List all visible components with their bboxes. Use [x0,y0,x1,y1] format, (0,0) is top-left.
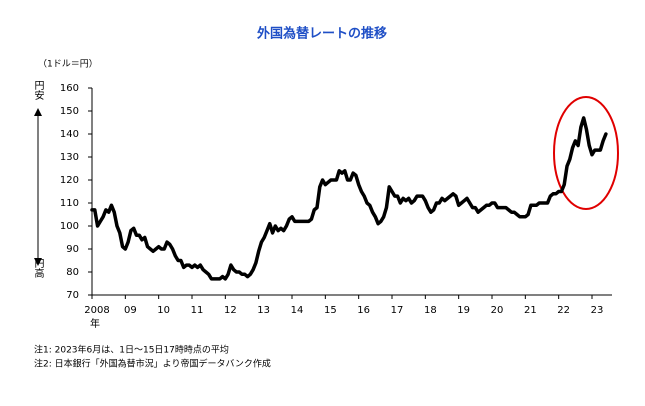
x-tick-label: 09 [124,305,137,316]
y-tick-label: 110 [60,198,79,209]
x-tick-label: 13 [257,305,270,316]
y-tick-label: 140 [60,129,79,140]
y-tick-label: 120 [60,175,79,186]
y-tick-label: 160 [60,83,79,94]
x-tick-label: 15 [324,305,337,316]
x-tick-label: 21 [524,305,537,316]
highlight-ellipse [553,96,619,210]
x-tick-label: 11 [191,305,204,316]
note: 注2: 日本銀行「外国為替市況」より帝国データバンク作成 [34,358,271,370]
direction-arrow [34,108,42,266]
line-series [90,116,608,281]
x-tick-label: 23 [591,305,604,316]
y-tick-label: 80 [66,267,79,278]
x-tick-label: 14 [291,305,304,316]
x-tick-label: 22 [557,305,570,316]
x-tick-label: 19 [457,305,470,316]
x-tick-label: 20 [491,305,504,316]
y-bottom-label: 円高 [32,258,44,279]
y-tick-label: 130 [60,152,79,163]
y-tick-label: 100 [60,221,79,232]
y-tick-label: 90 [66,244,79,255]
y-unit: （1ドル＝円） [38,59,98,70]
x-tick-label: 12 [224,305,237,316]
x-tick-label: 2008 [84,305,109,316]
x-tick-label: 10 [157,305,170,316]
y-tick-label: 70 [66,290,79,301]
y-top-label: 円安 [32,80,44,101]
y-tick-label: 150 [60,106,79,117]
x-tick-label: 16 [357,305,370,316]
chart-title: 外国為替レートの推移 [256,26,387,42]
note: 注1: 2023年6月は、1日～15日17時時点の平均 [34,344,229,356]
x-tick-label: 17 [391,305,404,316]
x-tick-label: 18 [424,305,437,316]
x-unit: 年 [90,317,100,330]
